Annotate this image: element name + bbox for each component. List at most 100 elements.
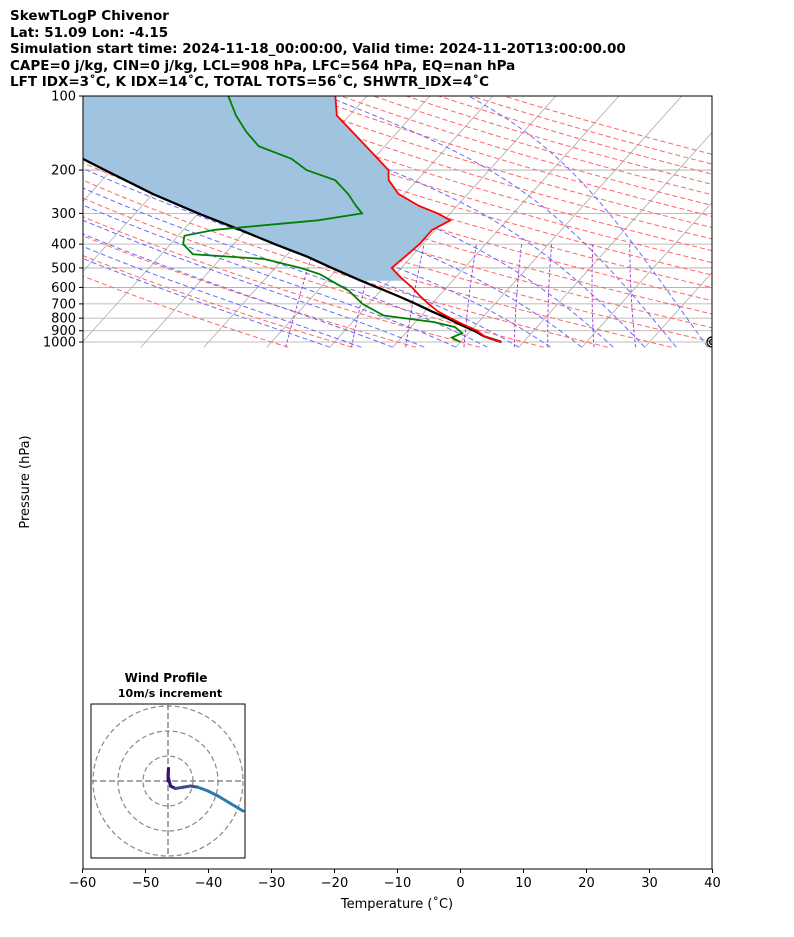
wind-barb-flag <box>737 297 738 309</box>
wind-barb-flag <box>744 325 749 336</box>
dry-adiabat <box>308 96 712 217</box>
cape-area <box>83 96 451 281</box>
moist-adiabat <box>83 204 457 348</box>
dry-adiabat <box>83 162 672 348</box>
hodograph-trace <box>166 774 172 788</box>
dry-adiabat <box>83 179 608 348</box>
wind-barb-pennant <box>735 222 742 236</box>
sounding-line <box>182 96 464 343</box>
y-tick-label: 1000 <box>43 336 76 351</box>
isotherm-line <box>455 96 683 348</box>
wind-barb-staff <box>711 330 712 331</box>
wind-barb-pennant <box>735 105 742 119</box>
moist-adiabat <box>110 96 614 348</box>
y-tick-label: 900 <box>51 324 76 339</box>
y-tick-label: 300 <box>51 207 76 222</box>
x-tick-label: 0 <box>456 876 464 891</box>
wind-barb-half-flag <box>728 315 731 320</box>
wind-barb-staff <box>711 170 712 171</box>
x-tick-label: −40 <box>195 876 222 891</box>
wind-barb-staff <box>711 139 712 141</box>
y-tick-label: 400 <box>51 238 76 253</box>
wind-barb-half-flag <box>723 175 725 181</box>
dry-adiabat <box>83 235 417 348</box>
mixing-ratio-line <box>351 243 376 348</box>
calm-wind-circle <box>706 336 712 348</box>
wind-barb-half-flag <box>731 104 733 110</box>
wind-barb-staff <box>711 244 712 245</box>
y-tick-label: 100 <box>51 90 76 105</box>
x-tick-label: 20 <box>578 876 595 891</box>
station-location: Lat: 51.09 Lon: -4.15 <box>10 24 169 41</box>
wind-barb-flag <box>733 178 734 190</box>
wind-barb-flag <box>730 275 731 287</box>
chart-header: SkewTLogP Chivenor Lat: 51.09 Lon: -4.15… <box>10 8 626 91</box>
sounding-series <box>83 96 502 344</box>
wind-barb-flag <box>733 148 734 160</box>
dry-adiabat <box>83 128 712 329</box>
hodograph-trace <box>206 789 220 798</box>
wind-barb-flag <box>733 276 734 288</box>
isotherm-line <box>644 271 712 348</box>
cape-shading <box>83 96 451 281</box>
wind-barb-pennant <box>735 179 742 193</box>
plot-area <box>83 96 749 348</box>
wind-barb-staff <box>711 267 712 269</box>
moist-adiabat <box>83 245 362 348</box>
dry-adiabat <box>275 96 712 228</box>
wind-barb-staff <box>711 213 712 215</box>
x-tick-label: 40 <box>704 876 721 891</box>
x-axis-label: Temperature (˚C) <box>340 896 453 912</box>
mixing-ratio-line <box>513 244 523 348</box>
stability-indices-2: LFT IDX=3˚C, K IDX=14˚C, TOTAL TOTS=56˚C… <box>10 74 490 90</box>
hodograph-inset: Wind Profile 10m/s increment <box>90 671 246 859</box>
wind-barb-half-flag <box>731 123 733 129</box>
wind-barb-flag <box>736 320 739 332</box>
wind-barb-staff <box>711 96 712 97</box>
mixing-ratio-line <box>629 244 637 348</box>
y-axis-label: Pressure (hPa) <box>18 435 33 528</box>
wind-barb-flag <box>726 145 727 157</box>
moist-adiabat <box>202 96 646 348</box>
isotherm-line <box>518 131 712 348</box>
wind-barb-staff <box>711 115 712 117</box>
hodograph-plot <box>91 704 245 858</box>
sounding-line <box>83 157 502 344</box>
y-tick-label: 600 <box>51 281 76 296</box>
sounding-line <box>334 96 502 343</box>
wind-barb-flag <box>744 324 745 336</box>
hodograph-trace <box>229 802 245 813</box>
wind-barb-staff <box>711 287 712 289</box>
dry-adiabat <box>405 96 712 185</box>
wind-barb-flag <box>730 177 731 189</box>
wind-barb-flag <box>730 201 731 213</box>
x-tick-label: −10 <box>384 876 411 891</box>
mixing-ratio-lines <box>285 243 637 348</box>
moist-adiabat <box>83 167 520 348</box>
moist-adiabat <box>83 219 425 348</box>
chart-title: SkewTLogP Chivenor <box>10 8 169 24</box>
moist-adiabat <box>83 258 330 348</box>
wind-barb-flag <box>733 318 736 330</box>
x-tick-label: 10 <box>515 876 532 891</box>
wind-barb-half-flag <box>727 294 729 300</box>
wind-barb-flag <box>737 278 738 290</box>
moist-adiabat <box>468 96 709 348</box>
y-tick-label: 700 <box>51 297 76 312</box>
wind-barb-flag <box>733 296 734 308</box>
wind-barb-flag <box>733 202 734 214</box>
y-tick-label: 500 <box>51 261 76 276</box>
wind-barb-staff <box>711 318 712 319</box>
y-tick-label: 200 <box>51 164 76 179</box>
moist-adiabat <box>325 96 677 348</box>
wind-barb-flag <box>740 323 741 335</box>
mixing-ratio-line <box>591 244 595 348</box>
mixing-ratio-line <box>547 244 553 348</box>
x-tick-label: −30 <box>258 876 285 891</box>
moist-adiabat <box>83 187 488 348</box>
dry-adiabat <box>112 96 712 289</box>
dry-adiabat <box>83 275 289 348</box>
x-tick-label: −20 <box>321 876 348 891</box>
wind-barb-flag <box>744 325 747 337</box>
